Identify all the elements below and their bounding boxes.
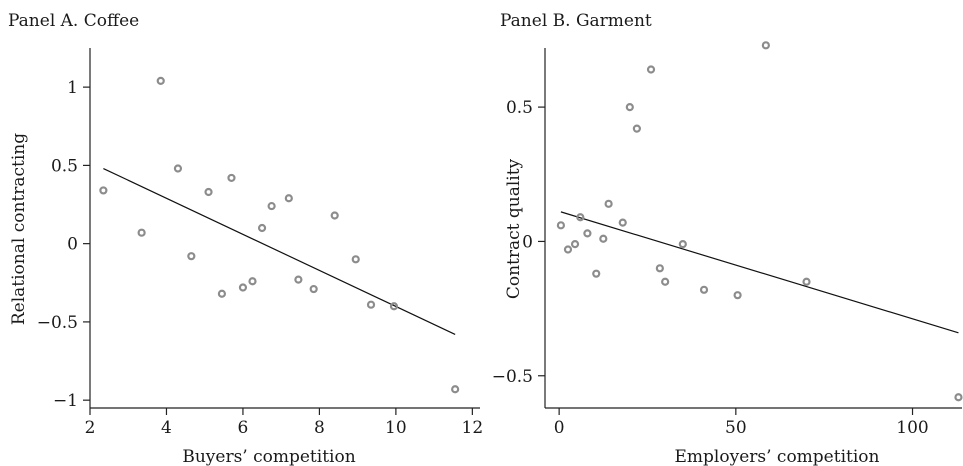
panel-a-x-axis-title: Buyers’ competition — [182, 447, 355, 466]
panel-a-marks: 2 4 6 8 10 12 −1 −0.5 0 0.5 1 — [37, 48, 483, 438]
panel-a-scatter-point — [351, 255, 360, 264]
panel-a-scatter-point — [366, 300, 376, 309]
panel-a-y-tick-label: −0.5 — [37, 313, 78, 333]
panel-a-x-tick-label: 10 — [385, 418, 407, 438]
panel-b-scatter-point — [646, 65, 656, 74]
panel-b-scatter-point — [599, 234, 608, 243]
panel-a-scatter-point — [389, 302, 399, 311]
panel-garment: Panel B. Garment 0 50 100 −0.5 0 0.5 Employer… — [492, 11, 963, 466]
panel-b-fit-line — [560, 211, 959, 334]
panel-a-scatter-point — [309, 284, 318, 294]
panel-b-y-tick-label: −0.5 — [492, 367, 533, 387]
panel-a-y-tick-label: −1 — [53, 391, 78, 411]
panel-b-y-axis-title: Contract quality — [504, 158, 524, 299]
panel-b-title: Panel B. Garment — [500, 11, 652, 31]
panel-b-scatter-point — [655, 264, 664, 273]
panel-a-scatter-point — [238, 283, 248, 292]
panel-a-title: Panel A. Coffee — [8, 11, 139, 31]
panel-b-scatter-point — [632, 124, 641, 133]
panel-b-x-tick-label: 100 — [896, 418, 928, 438]
panel-b-scatter-point — [954, 393, 963, 402]
panel-b-x-tick-label: 50 — [725, 418, 747, 438]
panel-coffee: Panel A. Coffee 2 4 6 8 10 12 −1 −0.5 0 0.5 1 Buye… — [8, 11, 483, 466]
panel-a-scatter-point — [451, 385, 460, 394]
panel-a-scatter-point — [187, 252, 196, 261]
panel-b-x-tick-label: 0 — [554, 418, 565, 438]
panel-b-marks: 0 50 100 −0.5 0 0.5 — [492, 41, 963, 438]
panel-a-scatter-point — [267, 201, 276, 211]
panel-a-scatter-point — [248, 277, 257, 286]
panel-b-scatter-point — [625, 103, 634, 112]
panel-b-scatter-point — [576, 213, 585, 222]
panel-a-scatter-point — [173, 164, 183, 173]
panel-b-scatter-point — [556, 221, 566, 230]
panel-b-scatter-point — [661, 277, 670, 286]
panel-a-scatter-point — [294, 275, 303, 284]
panel-b-scatter-point — [583, 229, 592, 238]
panel-a-y-tick-label: 1 — [67, 78, 78, 98]
panel-b-scatter-point — [618, 218, 627, 227]
panel-a-fit-line — [103, 167, 456, 335]
panel-b-scatter-point — [570, 240, 580, 249]
panel-a-scatter-point — [330, 211, 339, 220]
panel-a-x-tick-label: 4 — [161, 418, 172, 438]
panel-a-x-tick-label: 8 — [314, 418, 325, 438]
panel-a-scatter-point — [227, 173, 236, 183]
panel-a-y-tick-label: 0 — [67, 235, 78, 255]
panel-a-scatter-point — [217, 289, 227, 298]
panel-a-scatter-point — [257, 223, 267, 233]
panel-a-x-tick-label: 12 — [462, 418, 484, 438]
panel-b-y-tick-label: 0.5 — [506, 98, 533, 118]
panel-a-x-tick-label: 2 — [85, 418, 96, 438]
panel-b-scatter-point — [678, 240, 687, 249]
panel-b-scatter-point — [802, 277, 811, 286]
panel-b-scatter-point — [563, 245, 573, 254]
panel-b-scatter-point — [761, 41, 770, 50]
panel-b-scatter-point — [592, 269, 601, 278]
panel-b-scatter-point — [604, 199, 613, 208]
panel-a-scatter-point — [204, 187, 213, 197]
panel-a-scatter-point — [156, 76, 165, 85]
panel-a-y-tick-label: 0.5 — [51, 156, 78, 176]
panel-b-y-tick-label: 0 — [522, 232, 533, 252]
panel-a-scatter-point — [137, 228, 146, 237]
panel-a-scatter-point — [284, 194, 293, 203]
panel-a-y-axis-title: Relational contracting — [9, 133, 29, 325]
panel-b-scatter-point — [699, 285, 709, 294]
panel-a-x-tick-label: 6 — [238, 418, 249, 438]
panel-b-scatter-point — [733, 291, 742, 300]
panel-b-x-axis-title: Employers’ competition — [675, 447, 880, 466]
panel-a-scatter-point — [99, 186, 108, 195]
